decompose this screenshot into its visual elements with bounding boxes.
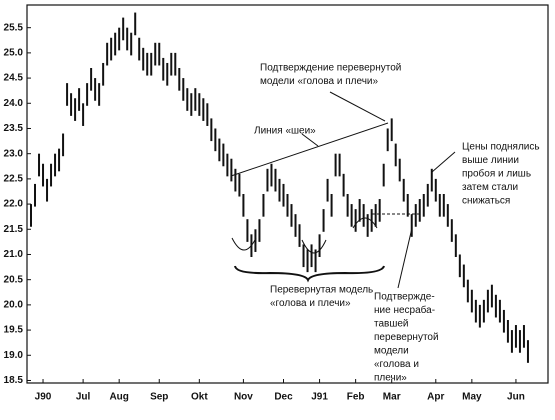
annotation: тавшей xyxy=(374,319,409,330)
annotation: затем стали xyxy=(462,182,518,193)
leader xyxy=(329,91,386,122)
annotation: Подтверждение перевернутой xyxy=(260,63,401,74)
y-tick-label: 18.5 xyxy=(4,375,24,386)
leader xyxy=(397,227,413,289)
y-tick-label: 23.5 xyxy=(4,123,24,134)
y-tick-label: 20.5 xyxy=(4,274,24,285)
leader xyxy=(301,133,319,147)
annotation: Цены поднялись xyxy=(462,142,540,153)
x-tick-label: May xyxy=(462,392,482,403)
y-tick-label: 21.5 xyxy=(4,224,24,235)
y-tick-label: 23.0 xyxy=(4,148,24,159)
x-tick-label: Nov xyxy=(234,392,253,403)
annotation: плечи» xyxy=(374,373,407,384)
annotation: Перевернутая модель xyxy=(270,285,373,296)
annotation: «голова и плечи» xyxy=(270,298,351,309)
x-tick-label: Jun xyxy=(507,392,525,403)
x-tick-label: Dec xyxy=(274,392,293,403)
x-tick-label: Okt xyxy=(191,392,208,403)
x-tick-label: Mar xyxy=(383,392,401,403)
arc-head xyxy=(301,239,327,254)
annotation: модели «голова и плечи» xyxy=(260,76,379,87)
arc-left xyxy=(231,237,257,251)
x-tick-label: Feb xyxy=(347,392,365,403)
annotation: Линия «шеи» xyxy=(254,126,316,137)
annotation: пробоя и лишь xyxy=(462,168,531,180)
leader xyxy=(431,151,456,173)
x-tick-label: J90 xyxy=(35,392,52,403)
plot-frame xyxy=(26,4,549,384)
brace xyxy=(234,265,385,283)
annotation: «голова и xyxy=(374,359,419,370)
y-tick-label: 19.0 xyxy=(4,350,24,361)
annotation: модели xyxy=(374,346,409,357)
x-tick-label: Aug xyxy=(109,392,128,403)
y-tick-label: 20.0 xyxy=(4,300,24,311)
annotation: перевернутой xyxy=(374,332,439,343)
x-tick-label: Jul xyxy=(76,392,91,403)
y-tick-label: 25.0 xyxy=(4,48,24,59)
y-tick-label: 21.0 xyxy=(4,249,24,260)
x-tick-label: Apr xyxy=(427,392,444,403)
y-tick-label: 24.5 xyxy=(4,73,24,84)
neckline xyxy=(230,122,389,177)
annotation: снижаться xyxy=(462,196,510,207)
annotation: выше линии xyxy=(462,155,519,166)
y-tick-label: 24.0 xyxy=(4,98,24,109)
x-tick-label: Sep xyxy=(150,392,168,403)
y-tick-label: 25.5 xyxy=(4,22,24,33)
annotation: ние несраба- xyxy=(374,304,435,316)
y-tick-label: 22.0 xyxy=(4,199,24,210)
annotation: Подтвержде- xyxy=(374,292,435,303)
x-tick-label: J91 xyxy=(311,392,328,403)
y-tick-label: 19.5 xyxy=(4,325,24,336)
y-tick-label: 22.5 xyxy=(4,174,24,185)
